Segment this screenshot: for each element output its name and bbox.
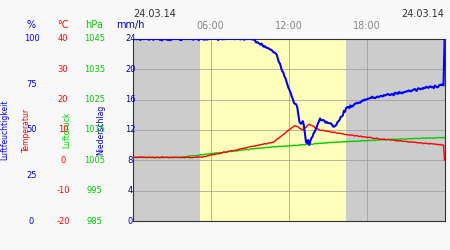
Text: Luftdruck: Luftdruck	[62, 112, 71, 148]
Text: 995: 995	[86, 186, 102, 195]
Text: 06:00: 06:00	[197, 22, 225, 32]
Text: 12:00: 12:00	[275, 22, 302, 32]
Text: 50: 50	[26, 126, 37, 134]
Text: -10: -10	[56, 186, 70, 195]
Text: -20: -20	[56, 217, 70, 226]
Text: 1045: 1045	[84, 34, 105, 43]
Text: 30: 30	[58, 65, 68, 74]
Text: 1035: 1035	[84, 65, 105, 74]
Text: 20: 20	[125, 65, 136, 74]
Text: Temperatur: Temperatur	[22, 108, 31, 152]
Text: 100: 100	[23, 34, 39, 43]
Text: 0: 0	[29, 217, 34, 226]
Text: 18:00: 18:00	[353, 22, 381, 32]
Text: 24.03.14: 24.03.14	[133, 9, 176, 19]
Text: 4: 4	[128, 186, 133, 195]
Text: hPa: hPa	[86, 20, 104, 30]
Text: 40: 40	[58, 34, 68, 43]
Text: 20: 20	[58, 95, 68, 104]
Text: Luftfeuchtigkeit: Luftfeuchtigkeit	[0, 100, 9, 160]
Text: 10: 10	[58, 126, 68, 134]
Text: 24.03.14: 24.03.14	[402, 9, 445, 19]
Text: 1015: 1015	[84, 126, 105, 134]
Bar	[200, 39, 346, 221]
Text: 985: 985	[86, 217, 103, 226]
Text: 25: 25	[26, 171, 37, 180]
Text: mm/h: mm/h	[116, 20, 145, 30]
Text: 24: 24	[125, 34, 136, 43]
Text: 0: 0	[128, 217, 133, 226]
Text: 16: 16	[125, 95, 136, 104]
Text: 1005: 1005	[84, 156, 105, 165]
Text: °C: °C	[57, 20, 69, 30]
Text: Niederschlag: Niederschlag	[97, 105, 106, 155]
Text: 8: 8	[128, 156, 133, 165]
Text: 0: 0	[60, 156, 66, 165]
Text: 1025: 1025	[84, 95, 105, 104]
Text: 12: 12	[125, 126, 136, 134]
Text: %: %	[27, 20, 36, 30]
Text: 75: 75	[26, 80, 37, 89]
